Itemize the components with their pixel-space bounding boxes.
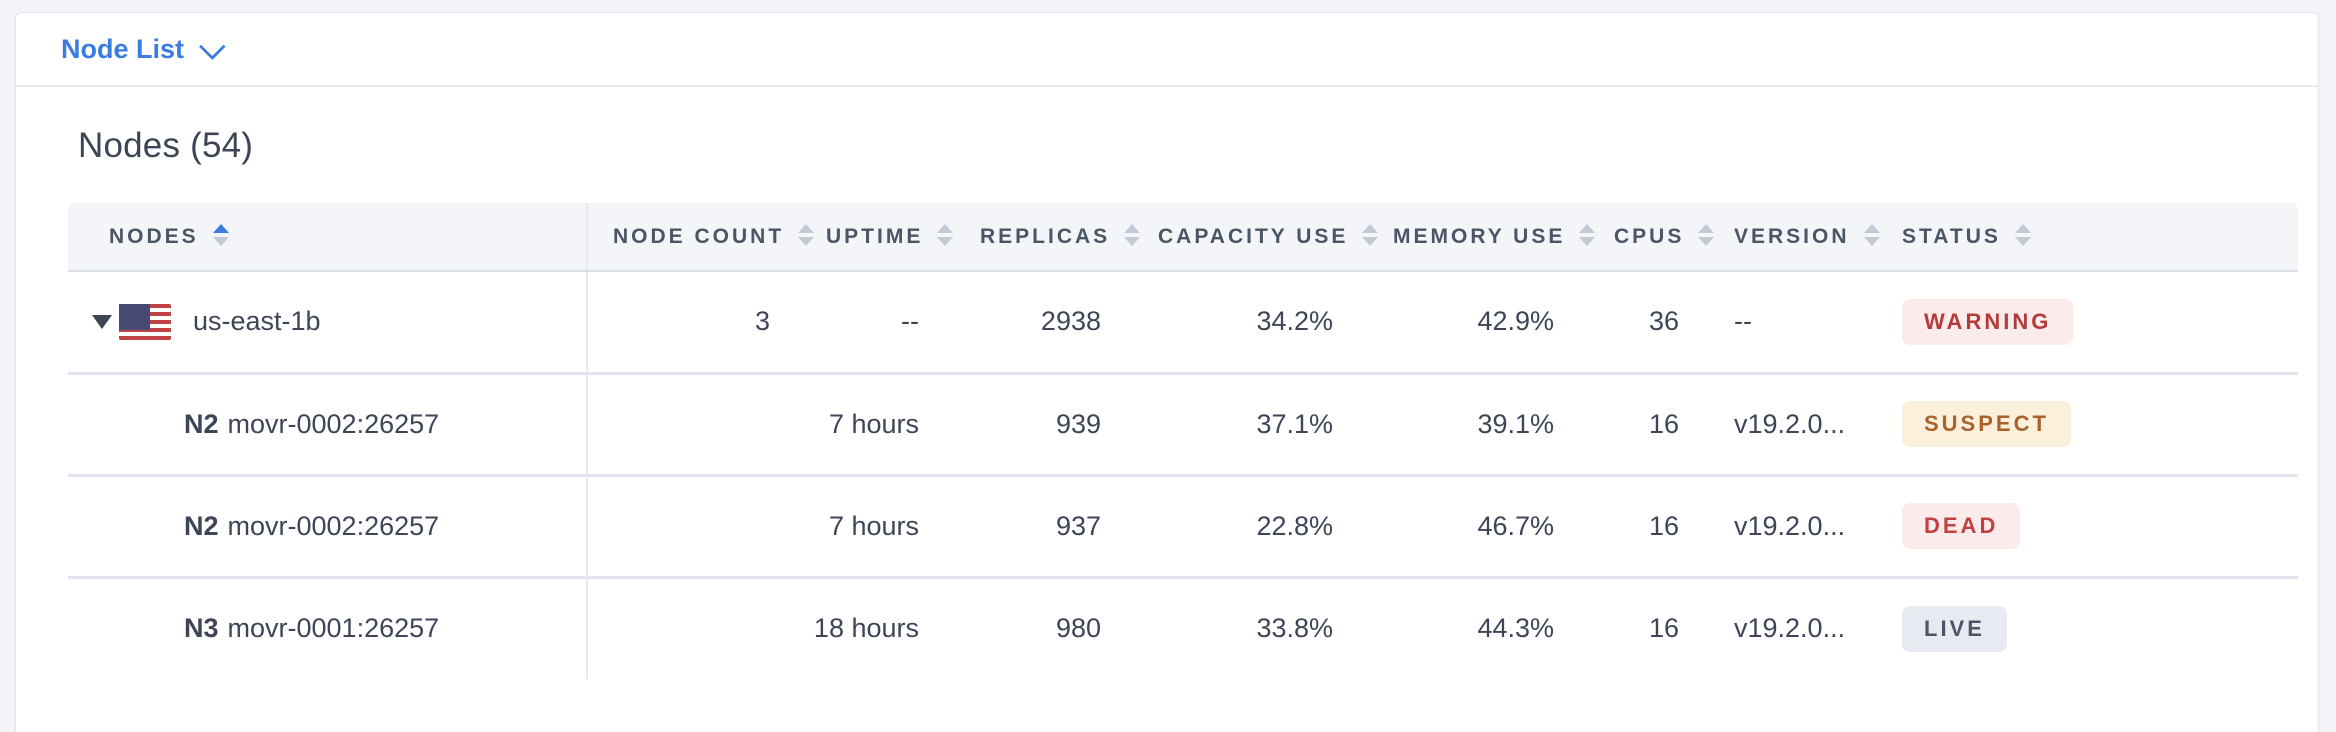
column-label: MEMORY USE [1393, 224, 1566, 248]
column-header-version[interactable]: VERSION [1694, 203, 1887, 272]
table-row-node[interactable]: N2 movr-0002:26257 7 hours 939 37.1% 39.1… [68, 373, 2298, 477]
cell-replicas: 937 [934, 475, 1116, 579]
column-label: NODES [109, 224, 199, 248]
column-header-status[interactable]: STATUS [1887, 203, 2298, 272]
table-header-row: NODES NODE COUNT UPTIME REPLICAS CAPACIT… [68, 203, 2298, 272]
nodes-table: NODES NODE COUNT UPTIME REPLICAS CAPACIT… [68, 203, 2298, 679]
chevron-down-icon [198, 32, 226, 60]
cell-capacity-use: 33.8% [1256, 613, 1333, 644]
sort-icon[interactable] [1362, 223, 1379, 246]
column-header-memory-use[interactable]: MEMORY USE [1348, 203, 1596, 272]
cell-nodes: N3 movr-0001:26257 [68, 577, 588, 679]
sort-icon[interactable] [1579, 223, 1596, 246]
sort-icon[interactable] [2014, 223, 2031, 246]
column-label: UPTIME [826, 224, 924, 248]
us-flag-icon [119, 303, 171, 340]
cell-status: WARNING [1887, 271, 2298, 375]
cell-memory-use: 44.3% [1477, 613, 1554, 644]
column-label: VERSION [1734, 224, 1850, 248]
cell-version: -- [1694, 271, 1887, 375]
column-header-replicas[interactable]: REPLICAS [934, 203, 1141, 272]
node-list-card: Node List Nodes (54) NODES NODE COUNT [15, 12, 2319, 732]
sort-icon[interactable] [1698, 223, 1715, 246]
sort-icon[interactable] [212, 223, 229, 246]
cell-uptime: 7 hours [791, 475, 934, 579]
cell-node-count [587, 475, 791, 579]
cell-status: SUSPECT [1887, 373, 2298, 477]
table-row-node[interactable]: N3 movr-0001:26257 18 hours 980 33.8% 44.… [68, 577, 2298, 679]
column-header-nodes[interactable]: NODES [68, 203, 588, 272]
cell-replicas: 980 [1055, 613, 1101, 644]
node-list-dropdown-label: Node List [61, 33, 185, 64]
cell-version: v19.2.0... [1694, 475, 1887, 579]
collapse-caret-icon[interactable] [92, 314, 112, 329]
cell-cpus: 16 [1569, 475, 1694, 579]
column-header-uptime[interactable]: UPTIME [791, 203, 954, 272]
cell-nodes: N2 movr-0002:26257 [68, 373, 588, 477]
cell-cpus: 16 [1569, 373, 1694, 477]
cell-memory-use: 39.1% [1348, 373, 1569, 477]
cell-nodes: us-east-1b [68, 271, 588, 375]
column-label: CAPACITY USE [1158, 224, 1349, 248]
status-badge: LIVE [1902, 605, 2007, 652]
sort-icon[interactable] [798, 223, 815, 246]
column-label: REPLICAS [980, 224, 1111, 248]
page-title: Nodes (54) [78, 126, 254, 165]
cell-replicas: 939 [934, 373, 1116, 477]
column-header-node-count[interactable]: NODE COUNT [587, 203, 815, 272]
node-id: N3 [184, 613, 219, 644]
status-badge: WARNING [1902, 298, 2074, 345]
cell-capacity-use: 22.8% [1116, 475, 1348, 579]
content-area: Nodes (54) NODES NODE COUNT UPTIME [16, 128, 2318, 679]
cell-cpus: 16 [1648, 613, 1679, 644]
cell-status: LIVE [1887, 577, 2298, 679]
node-address: movr-0002:26257 [227, 510, 440, 541]
node-id: N2 [184, 408, 219, 439]
cell-capacity-use: 37.1% [1116, 373, 1348, 477]
cell-status: DEAD [1887, 475, 2298, 579]
cell-cpus: 36 [1569, 271, 1694, 375]
cell-node-count [587, 373, 791, 477]
cell-memory-use: 46.7% [1348, 475, 1569, 579]
cell-uptime: 18 hours [813, 613, 919, 644]
cell-memory-use: 42.9% [1348, 271, 1569, 375]
table-row-region[interactable]: us-east-1b 3 -- 2938 34.2% 42.9% 36 -- W… [68, 271, 2298, 375]
status-badge: SUSPECT [1902, 401, 2071, 447]
sort-icon[interactable] [1863, 223, 1880, 246]
cell-nodes: N2 movr-0002:26257 [68, 475, 588, 579]
node-address: movr-0002:26257 [227, 408, 440, 439]
sort-icon[interactable] [937, 223, 954, 246]
node-list-dropdown[interactable]: Node List [61, 32, 226, 65]
cell-node-count: 3 [587, 271, 791, 375]
sort-icon[interactable] [1124, 223, 1141, 246]
cell-replicas: 2938 [934, 271, 1116, 375]
cell-version: v19.2.0... [1734, 613, 1846, 644]
column-label: CPUS [1614, 224, 1685, 248]
cell-uptime: 7 hours [791, 373, 934, 477]
column-label: NODE COUNT [613, 224, 785, 248]
column-label: STATUS [1902, 224, 2001, 248]
region-name: us-east-1b [193, 306, 321, 337]
cell-version: v19.2.0... [1694, 373, 1887, 477]
cell-uptime: -- [791, 271, 934, 375]
topbar: Node List [16, 13, 2318, 87]
status-badge: DEAD [1902, 503, 2021, 549]
column-header-capacity-use[interactable]: CAPACITY USE [1116, 203, 1379, 272]
node-id: N2 [184, 510, 219, 541]
node-address: movr-0001:26257 [227, 613, 440, 644]
cell-capacity-use: 34.2% [1116, 271, 1348, 375]
cell-node-count [587, 577, 791, 679]
table-row-node[interactable]: N2 movr-0002:26257 7 hours 937 22.8% 46.7… [68, 475, 2298, 579]
